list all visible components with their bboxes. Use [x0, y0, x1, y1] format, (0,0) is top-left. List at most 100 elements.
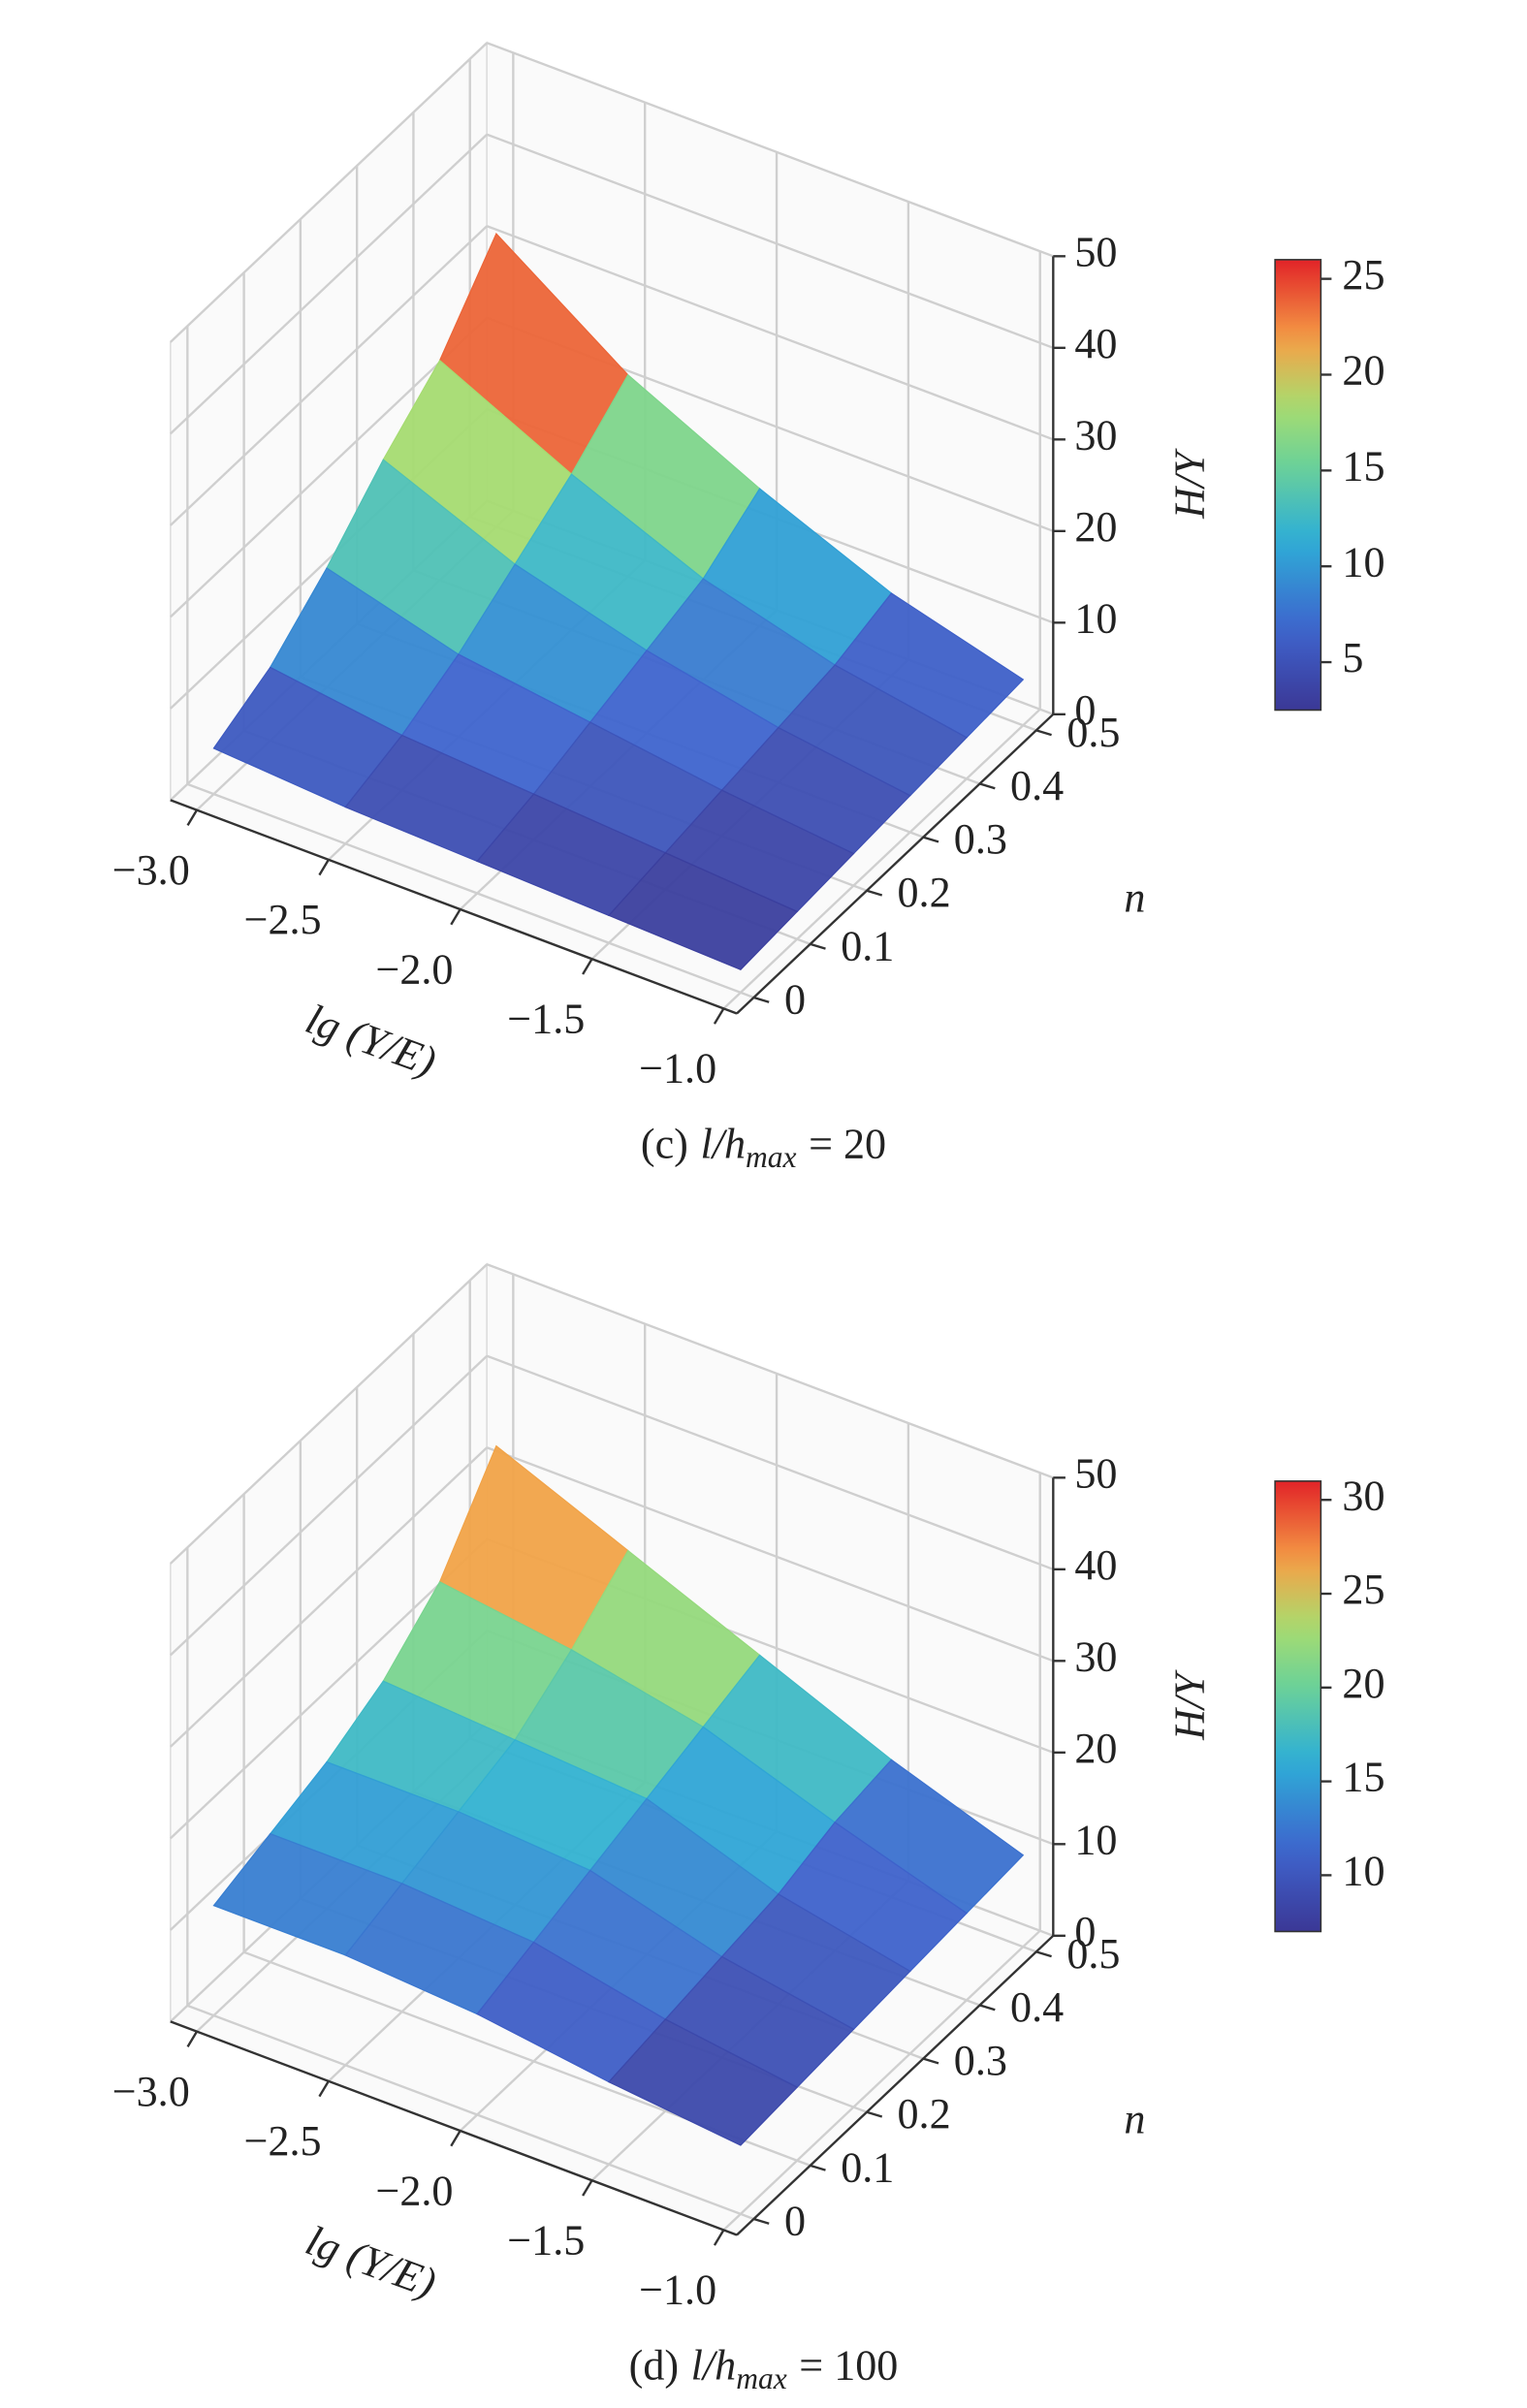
y-tick-label: 0	[784, 2197, 806, 2244]
x-axis-line	[170, 799, 738, 1015]
colorbar-tick-label: 30	[1342, 1472, 1384, 1519]
x-tick-mark	[318, 859, 330, 876]
x-tick-label: −1.0	[639, 2266, 716, 2314]
x-tick-mark	[713, 2229, 725, 2246]
grid-line	[170, 1354, 489, 1657]
y-tick-label: 0.4	[1010, 762, 1064, 809]
colorbar-tick-label: 20	[1342, 347, 1384, 395]
grid-line	[186, 2004, 754, 2221]
y-tick-mark	[866, 2110, 883, 2118]
x-tick-label: −2.0	[375, 945, 453, 993]
y-tick-label: 0.3	[954, 815, 1007, 863]
surface-chart: −3.0−2.5−2.0−1.5−1.000.10.20.30.40.50102…	[112, 41, 1385, 1175]
x-tick-label: −3.0	[112, 2068, 190, 2115]
colorbar-tick-label: 25	[1342, 1566, 1384, 1613]
z-tick-label: 0	[1074, 1908, 1096, 1955]
x-tick-label: −1.5	[507, 995, 585, 1042]
surface-face	[607, 2018, 799, 2146]
y-tick-label: 0.3	[954, 2037, 1007, 2084]
y-tick-mark	[979, 782, 996, 790]
z-tick-label: 50	[1074, 228, 1117, 275]
grid-line	[486, 225, 1054, 441]
y-tick-mark	[866, 889, 883, 897]
surface-face	[607, 851, 799, 970]
caption: (c) l/hmax = 20	[641, 1121, 886, 1175]
y-tick-label: 0.2	[898, 2090, 951, 2138]
y-tick-mark	[753, 2217, 770, 2225]
y-tick-mark	[1035, 1950, 1052, 1958]
grid-line	[170, 316, 489, 618]
x-tick-label: −1.0	[639, 1045, 716, 1093]
x-axis-line	[170, 2020, 738, 2236]
y-axis-line	[736, 713, 1055, 1015]
colorbar-tick-label: 15	[1342, 442, 1384, 490]
z-tick-label: 20	[1074, 503, 1117, 551]
z-tick-label: 20	[1074, 1725, 1117, 1772]
x-tick-mark	[186, 809, 199, 827]
caption-sub: max	[746, 1140, 796, 1174]
y-tick-label: 0	[784, 975, 806, 1023]
caption-sub: max	[736, 2361, 786, 2395]
caption-rest: = 100	[799, 2342, 898, 2390]
grid-line	[170, 1263, 489, 1565]
x-tick-mark	[582, 958, 593, 975]
x-axis-label: lg (Y/E)	[300, 2216, 442, 2306]
grid-line	[170, 1446, 489, 1748]
z-tick-label: 30	[1074, 1632, 1117, 1680]
x-tick-label: −3.0	[112, 846, 190, 894]
grid-line	[486, 42, 1054, 258]
y-tick-label: 0.1	[841, 2143, 894, 2191]
x-axis-label: lg (Y/E)	[300, 995, 442, 1085]
colorbar-tick-label: 15	[1342, 1754, 1384, 1801]
grid-line	[170, 133, 489, 435]
x-tick-mark	[713, 1007, 725, 1025]
x-tick-label: −1.5	[507, 2216, 585, 2264]
y-tick-mark	[922, 836, 939, 843]
y-tick-label: 0.5	[1066, 1930, 1120, 1978]
colorbar-tick-label: 10	[1342, 1848, 1384, 1895]
z-tick-label: 50	[1074, 1449, 1117, 1497]
x-tick-label: −2.0	[375, 2167, 453, 2214]
x-tick-mark	[186, 2031, 199, 2048]
grid-line	[486, 1354, 1054, 1570]
z-tick-label: 40	[1074, 1541, 1117, 1589]
grid-line	[722, 1929, 1041, 2232]
caption-var: l/h	[700, 1121, 746, 1168]
y-tick-mark	[753, 996, 770, 1003]
y-tick-label: 0.2	[898, 869, 951, 916]
caption: (d) l/hmax = 100	[629, 2342, 899, 2396]
y-tick-label: 0.1	[841, 922, 894, 969]
caption-var: l/h	[691, 2342, 737, 2390]
grid-line	[170, 225, 489, 526]
y-axis-line	[736, 1934, 1055, 2236]
grid-line	[170, 1537, 489, 1840]
colorbar-tick-label: 20	[1342, 1660, 1384, 1707]
z-tick-label: 10	[1074, 1816, 1117, 1863]
colorbar-tick-label: 5	[1342, 634, 1363, 681]
z-tick-label: 30	[1074, 411, 1117, 459]
colorbar	[1274, 1480, 1322, 1933]
caption-label: (c)	[641, 1121, 688, 1168]
surface-chart: −3.0−2.5−2.0−1.5−1.000.10.20.30.40.50102…	[112, 1262, 1385, 2396]
grid-line	[486, 1446, 1054, 1663]
colorbar-tick-label: 25	[1342, 251, 1384, 299]
grid-line	[486, 1263, 1054, 1479]
colorbar	[1274, 259, 1322, 712]
y-tick-mark	[979, 2004, 996, 2012]
x-tick-mark	[582, 2179, 593, 2197]
x-tick-mark	[450, 908, 461, 926]
y-tick-mark	[810, 2164, 826, 2171]
grid-line	[486, 133, 1054, 349]
y-tick-mark	[1035, 729, 1052, 737]
grid-line	[170, 42, 489, 343]
x-tick-label: −2.5	[244, 2117, 322, 2165]
z-tick-label: 10	[1074, 594, 1117, 642]
y-tick-mark	[810, 942, 826, 950]
y-tick-mark	[922, 2057, 939, 2065]
y-axis-label: n	[1124, 2096, 1145, 2143]
caption-rest: = 20	[809, 1121, 886, 1168]
y-axis-label: n	[1124, 874, 1145, 922]
z-tick-label: 0	[1074, 686, 1096, 734]
